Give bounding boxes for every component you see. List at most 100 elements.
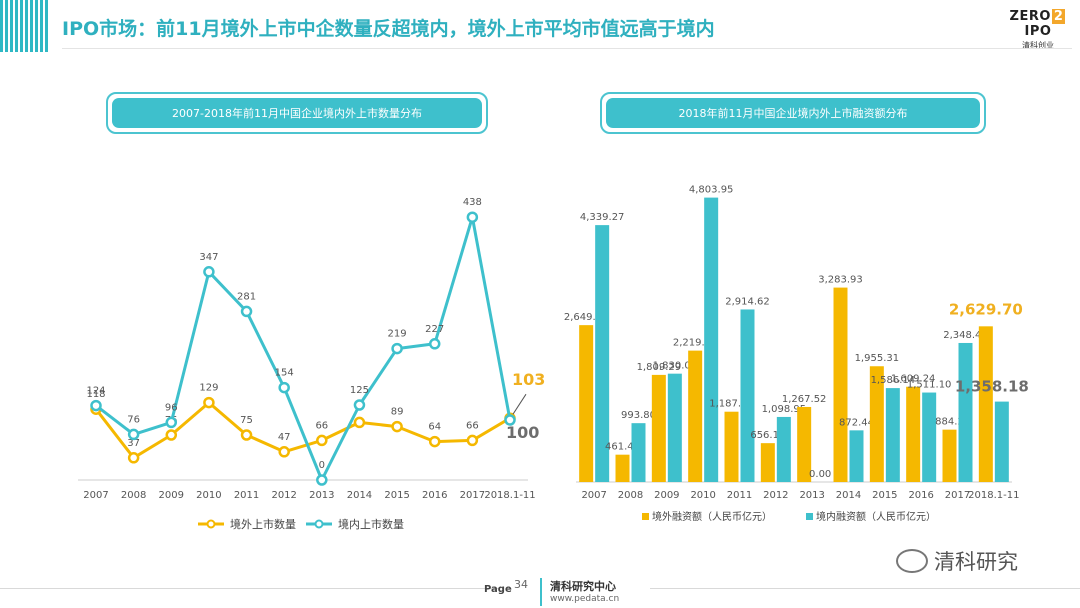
bar-highlight-domestic: 1,358.18 (955, 378, 1029, 396)
line-x-tick-label: 2014 (347, 490, 372, 501)
bar-overseas (942, 429, 957, 482)
logo-mark: ZERO 2IPO (1009, 9, 1066, 39)
bar-data-label: 993.80 (621, 410, 656, 421)
footer-page-number: 34 (514, 578, 528, 591)
line-data-label: 347 (199, 252, 218, 263)
line-point-domestic (316, 474, 328, 486)
footer-url: www.pedata.cn (550, 594, 620, 604)
bar-data-label: 4,803.95 (689, 185, 734, 196)
line-series-overseas (94, 401, 511, 460)
header-divider (62, 48, 1072, 49)
line-data-label: 76 (127, 414, 140, 425)
footer-org: 清科研究中心 (550, 580, 616, 593)
bar-domestic (776, 416, 791, 482)
line-x-tick-label: 2012 (271, 490, 296, 501)
bar-legend-swatch (642, 513, 649, 520)
bar-x-tick-label: 2018.1-11 (968, 490, 1019, 501)
line-point-overseas (165, 429, 178, 441)
page-title: IPO市场：前11月境外上市中企数量反超境内，境外上市平均市值远高于境内 (62, 18, 715, 40)
bar-data-label: 1,511.10 (907, 380, 952, 391)
line-point-overseas (466, 434, 479, 447)
bar-data-label: 4,339.27 (580, 212, 625, 223)
bar-domestic (740, 309, 755, 482)
bar-x-tick-label: 2013 (799, 490, 824, 501)
line-data-label: 64 (428, 422, 441, 433)
line-point-domestic (466, 211, 479, 223)
line-x-tick-label: 2017 (460, 490, 485, 501)
bar-data-label: 656.16 (750, 430, 785, 441)
logo-subtitle: 清科创业 (1022, 41, 1054, 50)
bar-data-label: 2,649.65 (564, 312, 609, 323)
wechat-icon (896, 549, 928, 573)
footer-separator (540, 578, 542, 606)
line-point-overseas (428, 435, 441, 448)
line-data-label: 227 (425, 324, 444, 335)
line-point-overseas (391, 420, 403, 433)
bar-data-label: 2,348.49 (943, 330, 988, 341)
line-data-label: 47 (278, 432, 291, 443)
line-legend-marker (314, 519, 324, 529)
bar-highlight-overseas: 2,629.70 (949, 300, 1023, 318)
line-legend-marker (206, 519, 216, 529)
bar-overseas (760, 443, 775, 482)
bar-data-label: 461.49 (605, 442, 640, 453)
line-data-label: 89 (391, 407, 404, 418)
line-data-label: 129 (199, 383, 218, 394)
bar-overseas (869, 366, 884, 482)
right-chart-title: 2018年前11月中国企业境内外上市融资额分布 (606, 98, 980, 128)
line-point-overseas (240, 429, 253, 441)
bar-domestic (595, 225, 610, 482)
bar-domestic (922, 392, 937, 482)
header-accent-stripes (0, 0, 48, 52)
bar-data-label: 2,219.25 (673, 338, 718, 349)
bar-domestic (885, 388, 900, 482)
line-legend-label: 境内上市数量 (338, 517, 404, 531)
footer-divider-right (650, 588, 1080, 589)
bar-data-label: 884.2 (935, 417, 964, 428)
line-data-label: 219 (388, 329, 407, 340)
left-chart-title-banner: 2007-2018年前11月中国企业境内外上市数量分布 (106, 92, 488, 134)
line-point-domestic (278, 381, 290, 394)
line-data-label: 96 (165, 402, 178, 413)
bar-data-label: 2,914.62 (725, 296, 770, 307)
bar-data-label: 1,809.29 (637, 362, 682, 373)
bar-data-label: 1,267.52 (782, 394, 827, 405)
bar-overseas (579, 325, 594, 482)
left-chart-title: 2007-2018年前11月中国企业境内外上市数量分布 (112, 98, 482, 128)
line-point-domestic (391, 342, 403, 355)
line-data-label: 125 (350, 385, 369, 396)
line-point-overseas (278, 446, 290, 458)
line-point-overseas (203, 396, 215, 409)
line-data-label: 118 (86, 389, 105, 400)
line-data-label: 37 (127, 438, 140, 449)
bar-x-tick-label: 2012 (763, 490, 788, 501)
line-highlight-domestic: 100 (506, 423, 539, 442)
line-x-tick-label: 2016 (422, 490, 447, 501)
footer-divider-left (0, 588, 500, 589)
bar-data-label: 1,955.31 (855, 353, 900, 364)
line-point-domestic (240, 305, 253, 318)
bar-x-tick-label: 2014 (836, 490, 861, 501)
line-data-label: 154 (275, 368, 294, 379)
bar-x-tick-label: 2010 (690, 490, 715, 501)
bar-domestic (704, 197, 719, 483)
bar-overseas (724, 411, 739, 482)
bar-legend-swatch (806, 513, 813, 520)
line-data-label: 66 (315, 420, 328, 431)
line-x-tick-label: 2009 (159, 490, 184, 501)
line-x-tick-label: 2008 (121, 490, 146, 501)
bar-x-tick-label: 2017 (945, 490, 970, 501)
bar-x-tick-label: 2015 (872, 490, 897, 501)
bar-overseas (651, 374, 666, 482)
bar-domestic (994, 401, 1009, 482)
line-point-overseas (353, 416, 366, 429)
line-x-tick-label: 2007 (83, 490, 108, 501)
line-x-tick-label: 2015 (384, 490, 409, 501)
bar-data-label: 1,830.00 (653, 361, 698, 372)
line-legend-label: 境外上市数量 (230, 517, 296, 531)
bar-legend-label: 境内融资额（人民币亿元） (816, 510, 936, 523)
bar-overseas (906, 386, 921, 482)
bar-legend-label: 境外融资额（人民币亿元） (652, 510, 772, 523)
bar-domestic (958, 342, 973, 482)
